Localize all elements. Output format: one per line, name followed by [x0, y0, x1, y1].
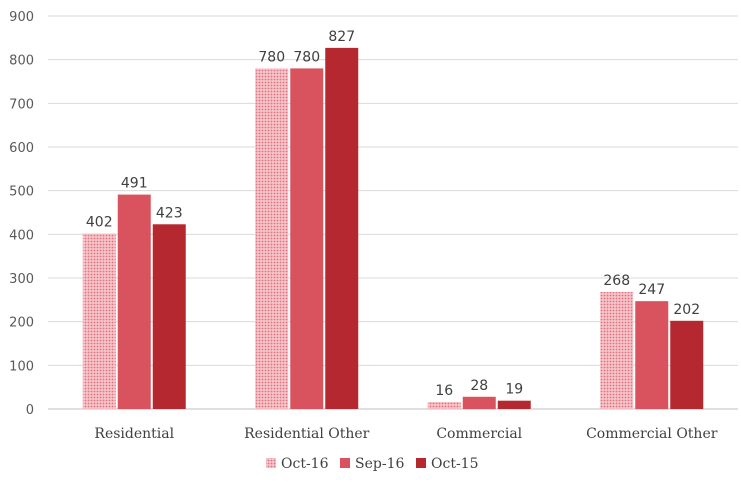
gridlines	[48, 15, 738, 410]
data-label: 247	[638, 282, 665, 298]
x-tick-label: Commercial	[436, 426, 522, 442]
data-label: 268	[603, 273, 630, 289]
data-label: 491	[121, 176, 148, 192]
data-labels: 402 491 423 780 780 827 16 28 19 268 247 202	[86, 29, 700, 399]
legend-label: Oct-16	[281, 456, 329, 472]
legend-label: Oct-15	[431, 456, 479, 472]
bar	[325, 47, 359, 409]
y-tick-label: 700	[9, 97, 34, 112]
bar	[82, 233, 116, 409]
bar	[462, 396, 496, 409]
data-label: 28	[470, 378, 488, 394]
data-label: 402	[86, 214, 113, 230]
data-label: 423	[156, 205, 183, 221]
bar	[635, 301, 669, 409]
legend: Oct-16 Sep-16 Oct-15	[266, 456, 479, 472]
y-tick-label: 900	[9, 10, 34, 25]
data-label: 780	[258, 49, 285, 65]
bar	[117, 194, 151, 409]
bar	[290, 68, 324, 410]
y-tick-label: 500	[9, 185, 34, 200]
legend-label: Sep-16	[355, 456, 404, 472]
data-label: 19	[505, 382, 523, 398]
bar	[670, 320, 704, 409]
y-tick-label: 0	[26, 403, 34, 418]
x-tick-label: Commercial Other	[586, 426, 718, 442]
data-label: 780	[293, 49, 320, 65]
bar	[600, 291, 634, 409]
data-label: 827	[328, 29, 355, 45]
bar	[497, 400, 531, 409]
x-tick-label: Residential	[94, 426, 174, 442]
data-label: 202	[673, 302, 700, 318]
y-tick-label: 400	[9, 228, 34, 243]
y-tick-label: 300	[9, 272, 34, 287]
x-tick-label: Residential Other	[244, 426, 370, 442]
bar	[152, 224, 186, 409]
legend-swatch	[416, 458, 426, 468]
y-tick-label: 600	[9, 141, 34, 156]
y-tick-label: 800	[9, 54, 34, 69]
legend-swatch	[266, 458, 276, 468]
y-axis: 0 100 200 300 400 500 600 700 800 900	[9, 10, 34, 418]
y-tick-label: 100	[9, 359, 34, 374]
data-label: 16	[435, 383, 453, 399]
bars	[82, 47, 704, 410]
bar	[255, 68, 289, 410]
y-tick-label: 200	[9, 316, 34, 331]
legend-swatch	[340, 458, 350, 468]
x-axis: Residential Residential Other Commercial Co…	[94, 426, 717, 442]
bar	[427, 402, 461, 409]
